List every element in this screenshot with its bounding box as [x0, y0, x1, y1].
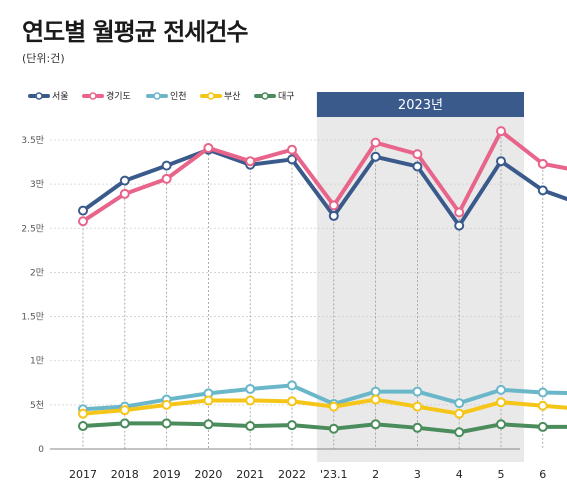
data-point [203, 419, 214, 430]
data-point [370, 137, 381, 148]
data-point [537, 158, 548, 169]
y-tick-label: 5천 [30, 400, 44, 411]
series-line-부산 [81, 397, 567, 416]
data-point [454, 207, 465, 218]
data-point [412, 401, 423, 412]
data-point [496, 126, 506, 137]
data-point [328, 401, 339, 412]
data-point [454, 408, 465, 419]
data-point [454, 427, 465, 438]
series-line-인천 [81, 383, 567, 412]
legend: 서울 경기도 인천 부산 대구 [28, 90, 295, 102]
data-point [287, 154, 297, 165]
x-tick-label: 2017 [69, 468, 97, 481]
data-point [412, 386, 423, 397]
legend-label: 인천 [170, 91, 187, 102]
data-point [245, 156, 256, 167]
legend-label: 경기도 [106, 90, 131, 102]
data-point [412, 161, 423, 172]
data-point [496, 156, 506, 167]
x-tick-label: 3 [414, 468, 421, 481]
data-point [454, 220, 465, 231]
x-tick-label: 5 [498, 468, 505, 481]
data-point [287, 144, 297, 155]
highlight-band-label: 2023년 [398, 98, 443, 113]
x-tick-label: 2018 [111, 468, 139, 481]
data-point [119, 188, 130, 199]
legend-marker [261, 92, 269, 100]
data-point [370, 386, 381, 397]
x-tick-label: '23.1 [320, 468, 348, 481]
data-point [370, 394, 381, 405]
y-tick-label: 1.5만 [21, 312, 44, 323]
x-tick-label: 2 [372, 468, 379, 481]
data-point [161, 160, 172, 171]
x-tick-label: 2020 [194, 468, 222, 481]
data-point [203, 395, 214, 406]
data-point [328, 200, 339, 211]
series-line-서울 [81, 147, 567, 228]
data-point [161, 173, 172, 184]
y-tick-label: 3만 [30, 179, 44, 190]
y-tick-label: 2.5만 [21, 223, 44, 234]
chart-title: 연도별 월평균 전세건수 [22, 18, 249, 46]
x-tick-label: 2019 [153, 468, 181, 481]
data-point [537, 400, 548, 411]
legend-marker [207, 92, 215, 100]
data-point [287, 380, 297, 391]
data-point [78, 205, 88, 216]
data-point [78, 216, 88, 227]
data-point [328, 210, 339, 221]
data-point [245, 395, 256, 406]
data-point [412, 422, 423, 433]
legend-marker [153, 92, 161, 100]
unit-label: (단위:건) [22, 52, 65, 65]
data-point [328, 423, 339, 434]
data-point [537, 387, 548, 398]
data-point [454, 398, 465, 409]
series-line-경기도 [81, 129, 567, 224]
grid: 0 5천 1만 1.5만 2만 2.5만 3만 3.5만 2017 2018 2019 2020 202… [21, 135, 546, 481]
data-point [119, 418, 130, 429]
data-point [161, 399, 172, 410]
data-point [537, 421, 548, 432]
x-tick-label: 2022 [278, 468, 306, 481]
y-tick-label: 2만 [30, 267, 44, 278]
y-tick-label: 0 [38, 445, 44, 455]
y-tick-label: 3.5만 [21, 135, 44, 146]
highlight-band-header [316, 92, 524, 117]
data-point [78, 408, 88, 419]
data-point [287, 396, 297, 407]
data-point [245, 421, 256, 432]
data-point [370, 151, 381, 162]
data-point [412, 149, 423, 160]
legend-label: 부산 [224, 91, 241, 102]
data-point [161, 418, 172, 429]
legend-label: 대구 [278, 91, 295, 102]
legend-label: 서울 [52, 91, 69, 102]
data-point [537, 185, 548, 196]
data-point [496, 384, 506, 395]
data-point [370, 419, 381, 430]
data-point [203, 142, 214, 153]
x-tick-label: 2021 [236, 468, 264, 481]
legend-marker [89, 92, 97, 100]
series-lines [78, 126, 567, 438]
x-tick-label: 4 [456, 468, 463, 481]
data-point [496, 397, 506, 408]
data-point [496, 419, 506, 430]
data-point [287, 420, 297, 431]
data-point [78, 421, 88, 432]
series-line-대구 [81, 421, 567, 435]
data-point [245, 383, 256, 394]
y-tick-label: 1만 [30, 356, 44, 367]
legend-marker [35, 92, 43, 100]
x-tick-label: 6 [539, 468, 546, 481]
data-point [119, 175, 130, 186]
data-point [119, 405, 130, 416]
